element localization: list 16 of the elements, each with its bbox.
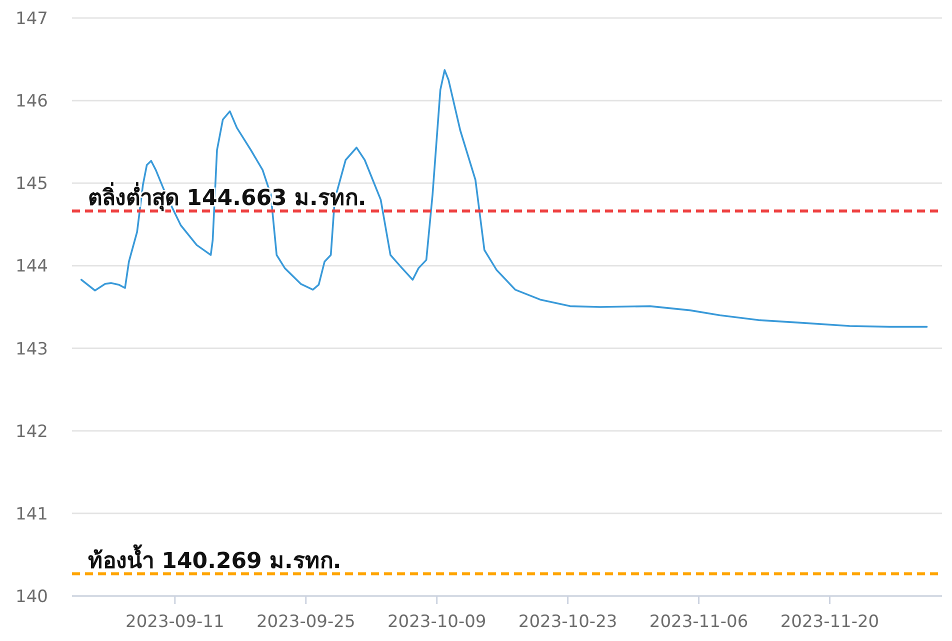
y-tick-label: 142: [16, 422, 48, 442]
line-series: [80, 69, 928, 328]
y-tick-label: 146: [16, 92, 48, 112]
x-tick-label: 2023-11-06: [649, 612, 748, 632]
x-tick-label: 2023-10-09: [387, 612, 486, 632]
y-tick-label: 147: [16, 9, 48, 29]
y-tick-label: 141: [16, 504, 48, 524]
x-tick-label: 2023-09-25: [256, 612, 356, 632]
y-tick-label: 143: [16, 339, 48, 360]
x-tick-label: 2023-09-11: [126, 612, 224, 632]
x-tick-label: 2023-11-20: [780, 612, 880, 632]
y-tick-label: 140: [16, 587, 48, 607]
y-tick-label: 144: [16, 256, 48, 277]
x-tick-label: 2023-10-23: [518, 612, 618, 632]
ref-line-label: ท้องน้ำ 140.269 ม.รทก.: [88, 544, 342, 574]
y-tick-label: 145: [16, 174, 48, 194]
